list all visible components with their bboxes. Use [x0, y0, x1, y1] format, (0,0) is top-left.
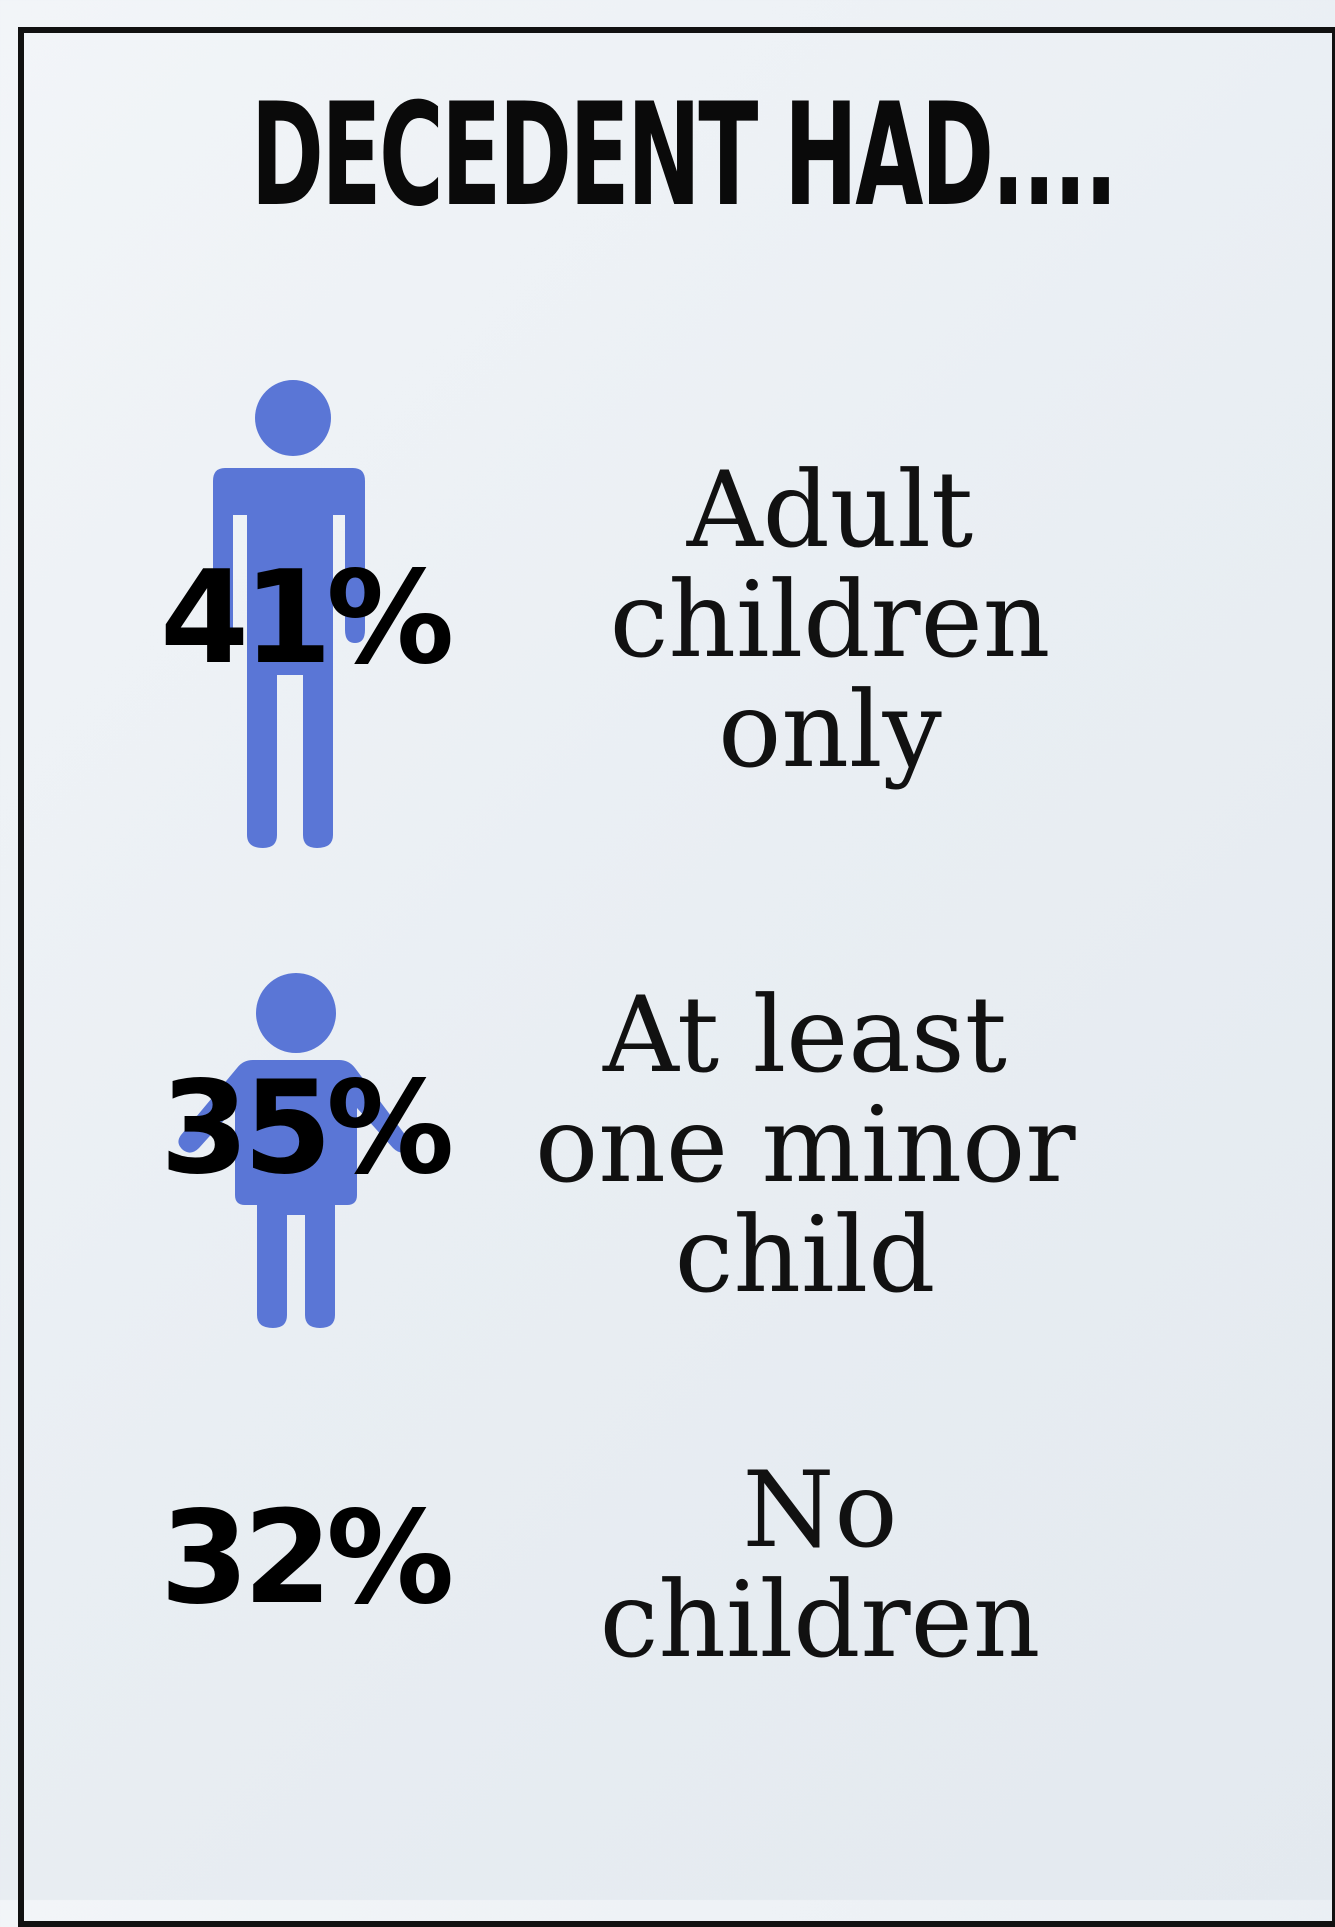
infographic-title: DECEDENT HAD.... — [250, 73, 1118, 238]
stat-label: At least one minor child — [535, 974, 1076, 1316]
stat-label-line: child — [674, 1194, 936, 1316]
child-head — [256, 973, 336, 1053]
child-body — [178, 1060, 405, 1328]
adult-person-icon — [213, 380, 365, 848]
adult-body — [213, 468, 365, 848]
stat-percentage: 35% — [160, 1054, 454, 1203]
child-person-icon — [178, 973, 405, 1328]
stat-label-line: No — [742, 1449, 898, 1571]
stat-label: No children — [560, 1455, 1080, 1675]
stat-label-line: one minor — [535, 1084, 1076, 1206]
stat-percentage: 32% — [160, 1484, 454, 1633]
stat-label-line: At least — [603, 974, 1007, 1096]
stat-percentage: 41% — [160, 544, 454, 693]
stat-label-line: children — [599, 1559, 1041, 1681]
stat-label: Adult children only — [570, 455, 1090, 785]
stat-label-line: Adult — [686, 449, 974, 571]
adult-head — [255, 380, 331, 456]
stat-label-line: children — [609, 559, 1051, 681]
stat-label-line: only — [718, 669, 942, 791]
